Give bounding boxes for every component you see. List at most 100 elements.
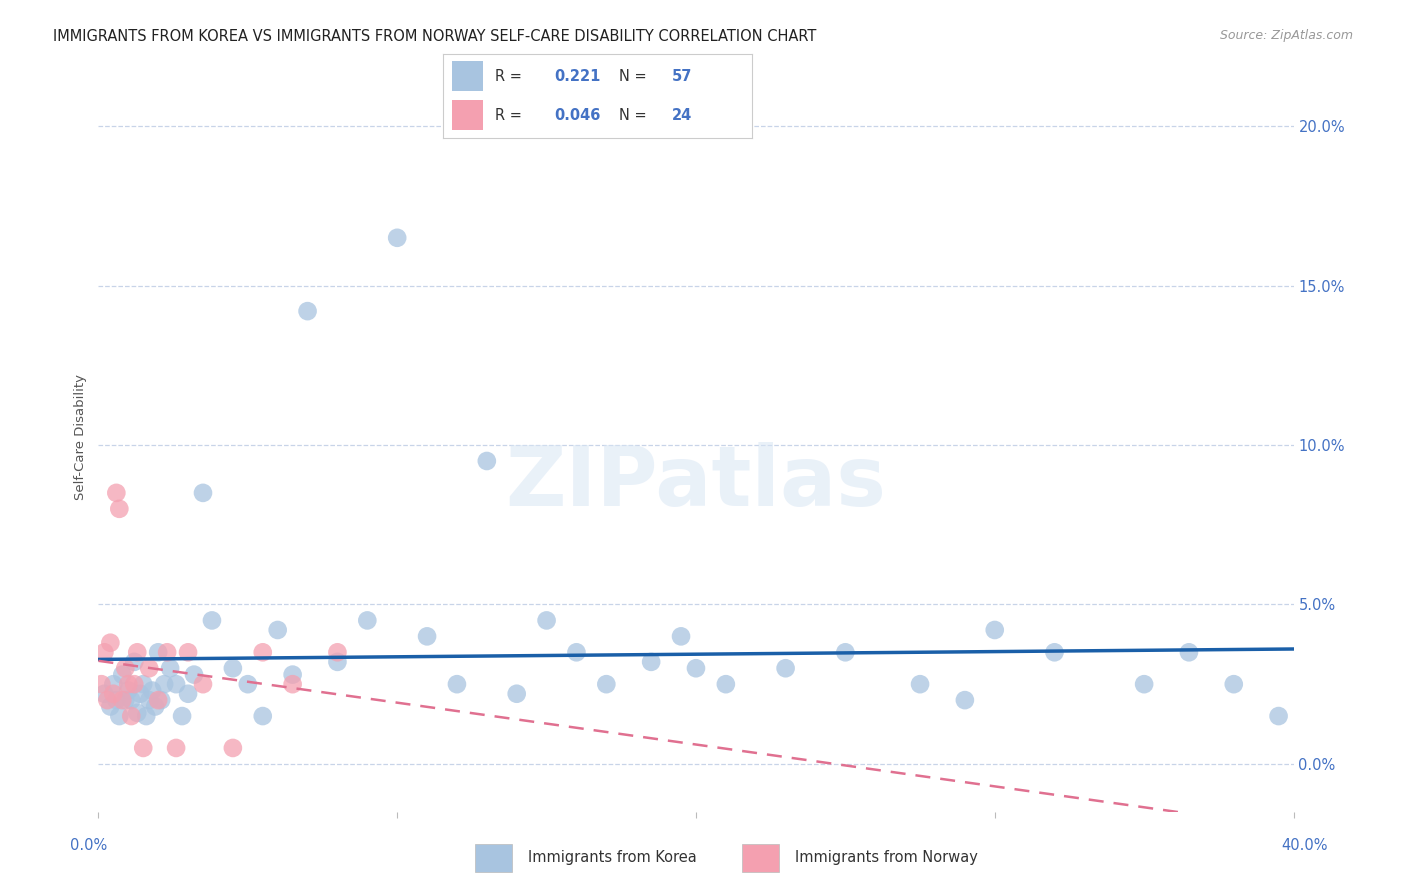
Point [908, 677, 931, 691]
Point [267, 623, 290, 637]
Point [1133, 677, 1156, 691]
Point [177, 687, 200, 701]
Text: 0.046: 0.046 [554, 108, 600, 123]
Text: N =: N = [619, 69, 651, 84]
Point [138, 661, 160, 675]
Point [685, 661, 707, 675]
Point [775, 661, 797, 675]
Point [132, 677, 155, 691]
Text: ZIPatlas: ZIPatlas [506, 442, 886, 523]
Point [669, 629, 692, 643]
Point [1223, 677, 1246, 691]
Point [105, 693, 128, 707]
Point [143, 699, 166, 714]
Point [127, 645, 149, 659]
Point [640, 655, 662, 669]
Point [183, 667, 205, 681]
Point [138, 693, 160, 707]
Point [172, 709, 194, 723]
Point [191, 677, 214, 691]
FancyBboxPatch shape [453, 100, 484, 130]
FancyBboxPatch shape [742, 845, 779, 872]
Text: Immigrants from Korea: Immigrants from Korea [529, 850, 697, 864]
Text: Source: ZipAtlas.com: Source: ZipAtlas.com [1219, 29, 1353, 42]
Point [953, 693, 976, 707]
Point [108, 709, 131, 723]
Text: 0.0%: 0.0% [70, 838, 107, 853]
Point [111, 693, 134, 707]
Point [714, 677, 737, 691]
Point [120, 709, 142, 723]
Point [124, 655, 146, 669]
Point [148, 693, 170, 707]
Point [132, 741, 155, 756]
Point [108, 501, 131, 516]
Point [536, 614, 558, 628]
Point [103, 687, 125, 701]
Point [385, 231, 409, 245]
Point [1178, 645, 1201, 659]
Point [326, 655, 349, 669]
Point [153, 677, 176, 691]
Point [281, 677, 304, 691]
Point [124, 677, 146, 691]
Point [105, 486, 128, 500]
Point [120, 693, 142, 707]
Point [114, 693, 136, 707]
Point [834, 645, 856, 659]
Point [141, 683, 163, 698]
Point [281, 667, 304, 681]
Y-axis label: Self-Care Disability: Self-Care Disability [75, 374, 87, 500]
Point [103, 677, 125, 691]
Text: R =: R = [495, 108, 527, 123]
Point [156, 645, 179, 659]
Point [446, 677, 468, 691]
Point [356, 614, 378, 628]
Point [159, 661, 181, 675]
Point [165, 741, 187, 756]
Point [93, 687, 115, 701]
Point [135, 709, 157, 723]
Point [201, 614, 224, 628]
Point [98, 699, 122, 714]
Point [506, 687, 529, 701]
Point [98, 636, 122, 650]
Point [416, 629, 439, 643]
Point [475, 454, 498, 468]
Point [117, 683, 139, 698]
Point [252, 645, 274, 659]
Point [129, 687, 152, 701]
Point [90, 677, 112, 691]
Point [96, 693, 118, 707]
Point [565, 645, 588, 659]
Point [117, 677, 139, 691]
Point [177, 645, 200, 659]
Text: N =: N = [619, 108, 651, 123]
Point [252, 709, 274, 723]
Point [127, 706, 149, 720]
Point [191, 486, 214, 500]
Point [148, 645, 170, 659]
Point [93, 645, 115, 659]
Point [326, 645, 349, 659]
Text: IMMIGRANTS FROM KOREA VS IMMIGRANTS FROM NORWAY SELF-CARE DISABILITY CORRELATION: IMMIGRANTS FROM KOREA VS IMMIGRANTS FROM… [53, 29, 817, 44]
Text: 0.221: 0.221 [554, 69, 600, 84]
Text: 40.0%: 40.0% [1281, 838, 1329, 853]
Point [114, 661, 136, 675]
Point [1267, 709, 1289, 723]
Point [1043, 645, 1066, 659]
Text: Immigrants from Norway: Immigrants from Norway [796, 850, 979, 864]
Point [984, 623, 1007, 637]
Point [111, 667, 134, 681]
Text: 24: 24 [672, 108, 692, 123]
FancyBboxPatch shape [453, 62, 484, 91]
Point [236, 677, 259, 691]
Point [165, 677, 187, 691]
Point [150, 693, 173, 707]
Point [222, 741, 245, 756]
Point [222, 661, 245, 675]
Text: R =: R = [495, 69, 527, 84]
Text: 57: 57 [672, 69, 692, 84]
FancyBboxPatch shape [475, 845, 512, 872]
Point [595, 677, 617, 691]
